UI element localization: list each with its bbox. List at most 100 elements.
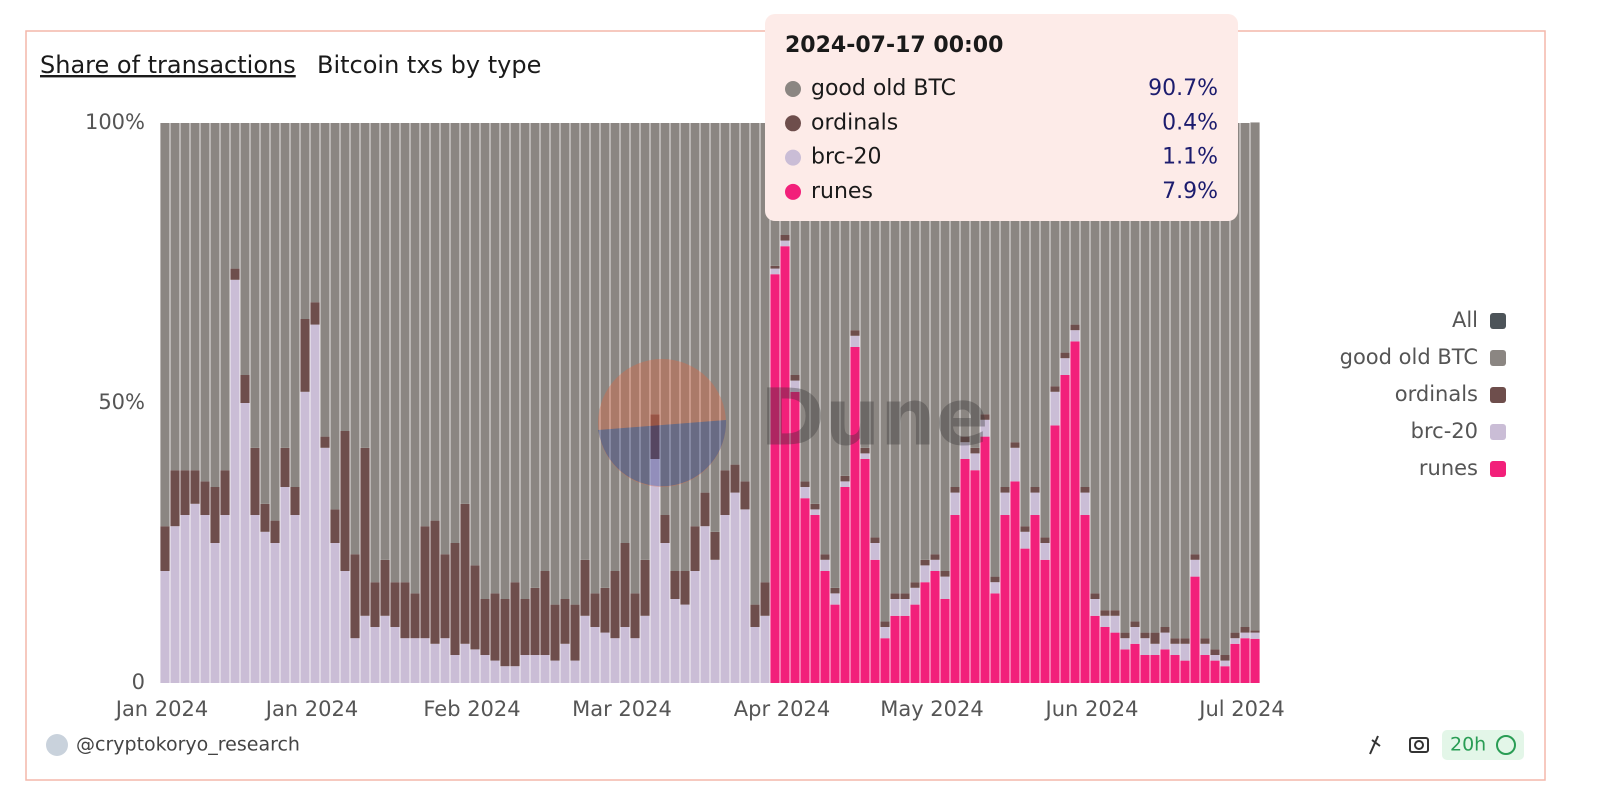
bar-segment — [910, 604, 920, 683]
bar-segment — [1160, 632, 1170, 650]
bar-segment — [210, 123, 220, 487]
bar-segment — [870, 543, 880, 560]
bar-segment — [820, 123, 830, 555]
check-icon — [1496, 735, 1516, 755]
bar-segment — [770, 274, 780, 683]
bar-segment — [460, 503, 470, 644]
bar-segment — [430, 643, 440, 683]
bar-segment — [980, 123, 990, 415]
refresh-badge[interactable] — [1442, 730, 1524, 760]
bar-segment — [1100, 627, 1110, 683]
bar-segment — [250, 515, 260, 683]
x-tick-label: Jul 2024 — [1197, 697, 1284, 721]
bar-segment — [160, 571, 170, 683]
bar-segment — [540, 571, 550, 655]
bar-segment — [1210, 649, 1220, 655]
bar-segment — [930, 571, 940, 683]
legend-swatch — [1490, 461, 1506, 477]
bar-segment — [720, 470, 730, 515]
bar-segment — [940, 576, 950, 599]
author[interactable]: @cryptokoryo_research — [76, 734, 300, 756]
y-tick-label: 0 — [132, 670, 145, 694]
bar-segment — [1020, 531, 1030, 549]
bar-segment — [970, 123, 980, 448]
bar-segment — [860, 459, 870, 683]
bar-segment — [940, 123, 950, 571]
bar-segment — [520, 599, 530, 655]
bar-segment — [1030, 492, 1040, 515]
bar-segment — [820, 559, 830, 571]
bar-segment — [1070, 123, 1080, 325]
bar-segment — [1000, 123, 1010, 487]
bar-segment — [1110, 632, 1120, 683]
bar-segment — [1090, 615, 1100, 683]
x-tick-label: May 2024 — [880, 697, 984, 721]
tooltip-dot — [785, 183, 801, 200]
bar-segment — [320, 447, 330, 683]
bar-segment — [570, 660, 580, 683]
bar-segment — [260, 503, 270, 532]
bar-segment — [650, 123, 660, 415]
bar-segment — [960, 459, 970, 683]
bar-segment — [1250, 638, 1260, 683]
bar-segment — [200, 481, 210, 515]
bar-segment — [800, 123, 810, 482]
bar-segment — [750, 604, 760, 627]
bar-segment — [1060, 123, 1070, 353]
bar-segment — [1030, 123, 1040, 487]
bar-segment — [300, 123, 310, 319]
bar-segment — [160, 123, 170, 527]
bar-segment — [1000, 515, 1010, 683]
camera-icon[interactable] — [1409, 737, 1429, 753]
bar-segment — [660, 515, 670, 543]
tooltip-value: 7.9% — [1162, 179, 1218, 204]
bar-segment — [1090, 123, 1100, 594]
bar-segment — [210, 543, 220, 683]
bar-segment — [1220, 660, 1230, 667]
bar-segment — [940, 571, 950, 577]
bar-segment — [1030, 487, 1040, 493]
bar-segment — [1120, 632, 1130, 639]
legend-label: good old BTC — [1340, 345, 1478, 369]
bar-segment — [490, 660, 500, 683]
chart-title[interactable]: Share of transactions — [40, 51, 296, 79]
bar-segment — [170, 470, 180, 527]
bar-segment — [910, 582, 920, 588]
legend-swatch — [1490, 424, 1506, 440]
bar-segment — [590, 627, 600, 683]
bar-segment — [190, 470, 200, 504]
badge-text: 20h — [1450, 734, 1486, 756]
bar-segment — [1210, 655, 1220, 661]
bar-segment — [310, 123, 320, 303]
bar-segment — [980, 419, 990, 437]
bar-segment — [200, 515, 210, 683]
bar-segment — [1130, 627, 1140, 644]
bar-segment — [320, 123, 330, 437]
bar-segment — [1200, 655, 1210, 683]
bar-segment — [1000, 492, 1010, 515]
tooltip-dot — [785, 149, 801, 166]
bar-segment — [1070, 341, 1080, 683]
bar-segment — [420, 123, 430, 527]
bar-segment — [430, 520, 440, 644]
bar-segment — [570, 123, 580, 605]
bar-segment — [900, 123, 910, 594]
bar-segment — [480, 599, 490, 655]
tooltip-value: 90.7% — [1148, 76, 1218, 101]
bar-segment — [360, 615, 370, 683]
bar-segment — [1200, 123, 1210, 639]
bar-segment — [380, 615, 390, 683]
fork-icon[interactable] — [1369, 735, 1381, 755]
bar-segment — [420, 526, 430, 639]
bar-segment — [1200, 643, 1210, 655]
bar-segment — [470, 565, 480, 650]
bar-segment — [550, 604, 560, 661]
bar-segment — [240, 123, 250, 375]
bar-segment — [670, 599, 680, 683]
bar-segment — [1200, 638, 1210, 644]
bar-segment — [970, 470, 980, 683]
bar-segment — [660, 543, 670, 683]
bar-segment — [1160, 123, 1170, 627]
legend-label: brc-20 — [1411, 419, 1478, 443]
legend-swatch[interactable] — [1490, 313, 1506, 329]
